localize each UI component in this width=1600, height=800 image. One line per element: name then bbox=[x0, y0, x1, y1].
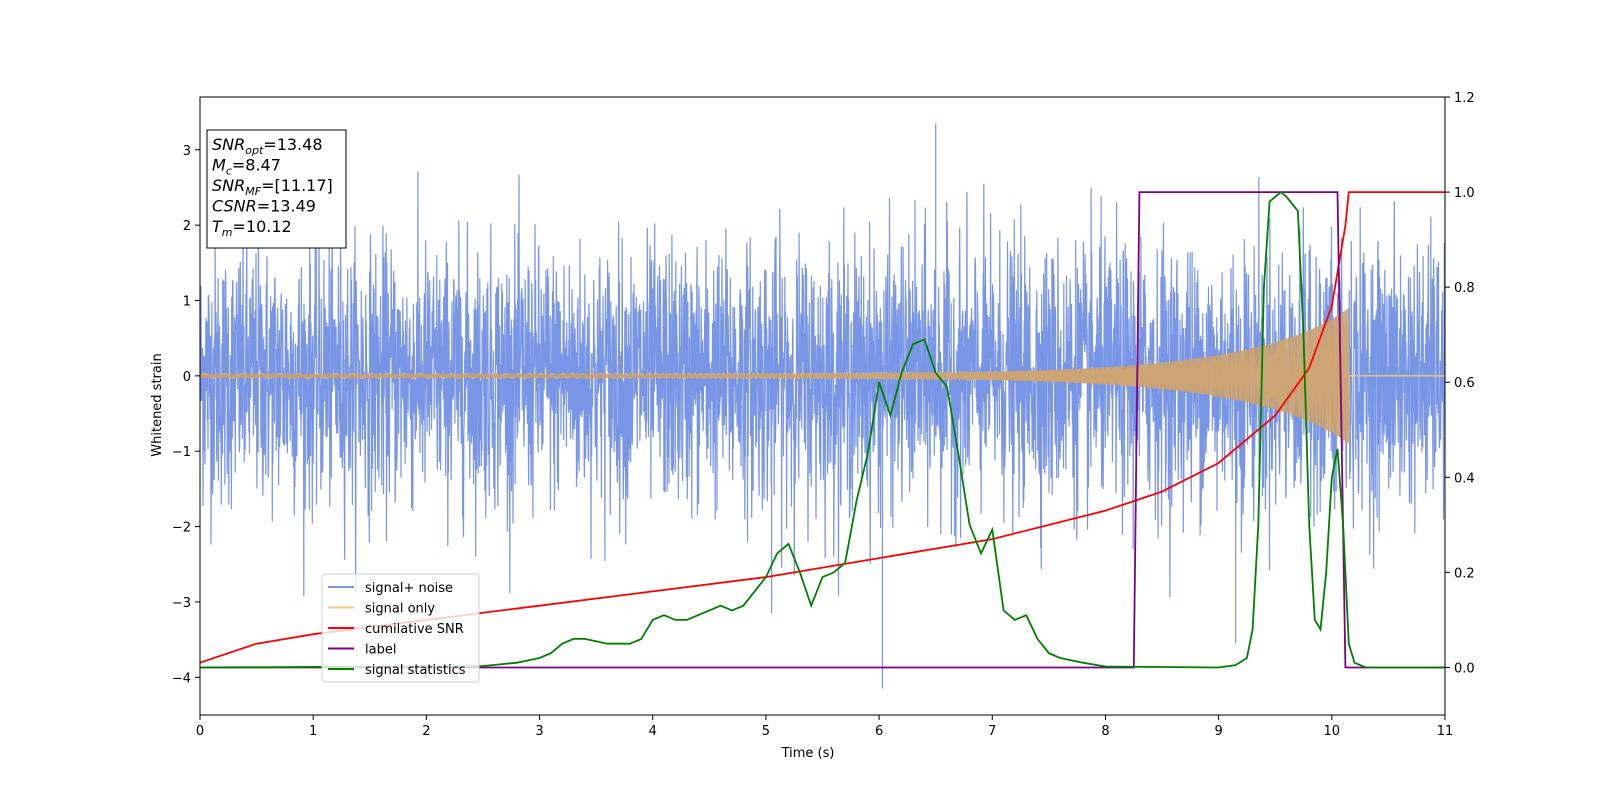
annotation-line: CSNR=13.49 bbox=[212, 197, 316, 216]
x-tick-label: 8 bbox=[1101, 724, 1109, 739]
legend: signal+ noise signal only cumilative SNR la… bbox=[321, 573, 480, 683]
y-tick-label: 0 bbox=[183, 370, 191, 385]
x-tick-label: 4 bbox=[649, 724, 657, 739]
y-tick-label: −3 bbox=[172, 596, 191, 611]
legend-frame bbox=[321, 573, 480, 683]
legend-entry: signal+ noise bbox=[365, 581, 453, 596]
y-axis-label: Whitened strain bbox=[150, 353, 165, 456]
x-tick-label: 5 bbox=[762, 724, 770, 739]
series-signal-noise bbox=[200, 123, 1445, 689]
y2-tick-label: 1.2 bbox=[1454, 91, 1475, 106]
y2-tick-label: 0.8 bbox=[1454, 281, 1475, 296]
y-tick-label: 2 bbox=[183, 219, 191, 234]
legend-entry: signal only bbox=[365, 602, 435, 617]
legend-entry: signal statistics bbox=[365, 663, 466, 678]
y2-tick-label: 1.0 bbox=[1454, 186, 1475, 201]
x-tick-label: 11 bbox=[1437, 724, 1454, 739]
x-tick-label: 6 bbox=[875, 724, 883, 739]
annotation-frame bbox=[206, 129, 347, 249]
series-label bbox=[200, 191, 1445, 669]
x-axis-label: Time (s) bbox=[781, 746, 835, 761]
axes: 0 1 2 3 4 5 6 7 8 9 10 11 −4 −3 −2 −1 0 1 2 3 0.0 0.2 0.4 0.6 0.… bbox=[172, 91, 1475, 739]
annotation-line: SNRMF=[11.17] bbox=[212, 176, 333, 198]
annotation-line: Mc=8.47 bbox=[212, 156, 281, 178]
y-tick-label: 1 bbox=[183, 294, 191, 309]
x-tick-label: 9 bbox=[1214, 724, 1222, 739]
y-tick-label: −4 bbox=[172, 671, 191, 686]
y-tick-label: 3 bbox=[183, 144, 191, 159]
series-signal-statistics bbox=[200, 190, 1445, 669]
x-tick-label: 3 bbox=[535, 724, 543, 739]
annotation-line: Tm=10.12 bbox=[212, 217, 292, 239]
x-tick-label: 1 bbox=[309, 724, 317, 739]
plot-frame bbox=[199, 96, 1446, 716]
x-tick-label: 2 bbox=[422, 724, 430, 739]
x-tick-label: 7 bbox=[988, 724, 996, 739]
legend-entry: cumilative SNR bbox=[365, 622, 464, 637]
legend-entry: label bbox=[365, 643, 396, 658]
y2-tick-label: 0.6 bbox=[1454, 376, 1475, 391]
series-signal-only-band bbox=[200, 308, 1349, 444]
x-tick-label: 0 bbox=[196, 724, 204, 739]
annotation-line: SNRopt=13.48 bbox=[212, 135, 323, 157]
y-tick-label: −2 bbox=[172, 521, 191, 536]
y2-tick-label: 0.0 bbox=[1454, 661, 1475, 676]
y-tick-label: −1 bbox=[172, 445, 191, 460]
annotation-box: SNRopt=13.48Mc=8.47SNRMF=[11.17]CSNR=13.… bbox=[206, 129, 347, 249]
y2-tick-label: 0.4 bbox=[1454, 471, 1475, 486]
y2-tick-label: 0.2 bbox=[1454, 566, 1475, 581]
x-tick-label: 10 bbox=[1324, 724, 1341, 739]
